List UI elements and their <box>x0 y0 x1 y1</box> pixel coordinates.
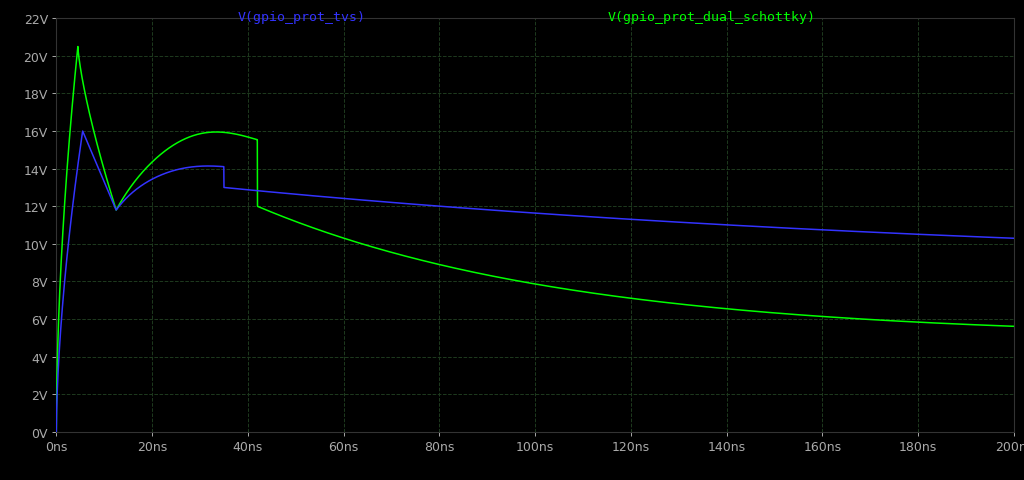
Text: V(gpio_prot_dual_schottky): V(gpio_prot_dual_schottky) <box>607 11 816 24</box>
Text: V(gpio_prot_tvs): V(gpio_prot_tvs) <box>238 11 367 24</box>
